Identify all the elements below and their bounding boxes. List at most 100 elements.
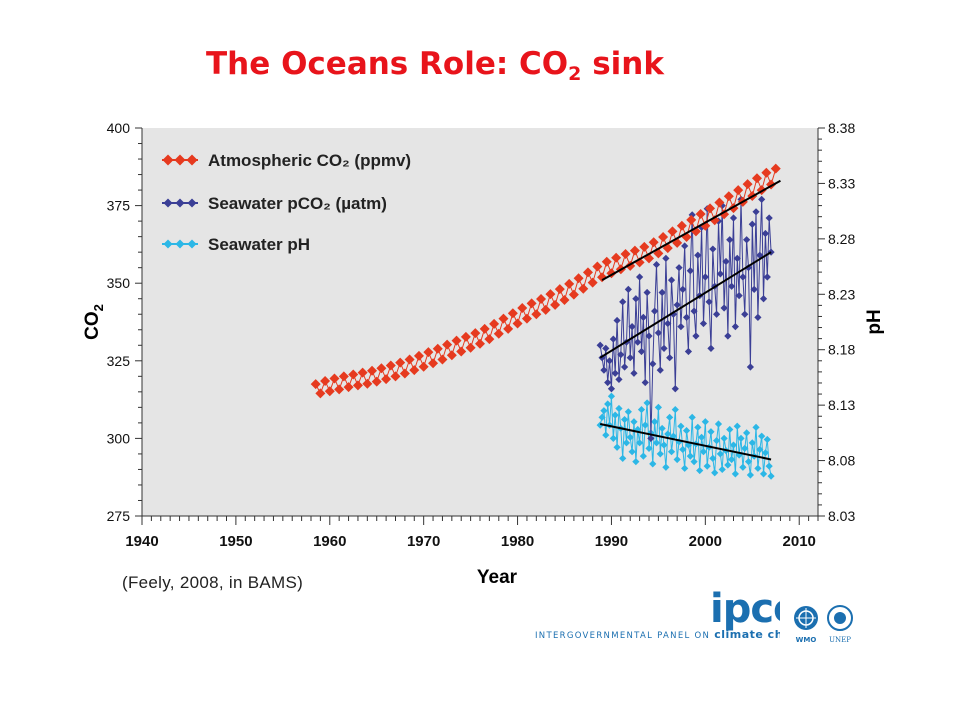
data-point-atmospheric-co2: [371, 376, 382, 387]
data-point-atmospheric-co2: [451, 335, 462, 346]
data-point-seawater-ph: [643, 399, 651, 407]
data-point-seawater-pco2: [746, 363, 754, 371]
data-point-seawater-ph: [660, 441, 668, 449]
trend-line-seawater-pco2: [599, 251, 772, 359]
data-point-seawater-pco2: [724, 332, 732, 340]
data-point-seawater-pco2: [705, 298, 713, 306]
legend-swatch-marker: [187, 198, 197, 208]
data-point-seawater-pco2: [739, 273, 747, 281]
data-point-seawater-ph: [729, 441, 738, 449]
data-point-seawater-ph: [718, 465, 726, 474]
data-point-seawater-pco2: [733, 254, 741, 262]
data-point-seawater-pco2: [761, 229, 770, 238]
data-point-seawater-pco2: [701, 273, 709, 281]
data-point-seawater-pco2: [611, 369, 619, 377]
data-point-seawater-pco2: [641, 378, 649, 387]
data-point-seawater-pco2: [729, 214, 738, 222]
data-point-seawater-pco2: [619, 298, 627, 306]
data-point-seawater-ph: [752, 423, 760, 431]
unep-label: UNEP: [829, 636, 851, 644]
data-point-seawater-ph: [686, 452, 694, 460]
data-point-atmospheric-co2: [329, 373, 340, 384]
y-axis-title-left: CO2: [82, 304, 106, 340]
data-point-atmospheric-co2: [503, 323, 514, 334]
slide-title: The Oceans Role: CO2 sink: [0, 46, 870, 85]
data-point-atmospheric-co2: [442, 339, 453, 350]
data-point-atmospheric-co2: [413, 350, 424, 361]
data-point-seawater-pco2: [681, 242, 689, 250]
data-point-atmospheric-co2: [320, 375, 331, 386]
data-point-atmospheric-co2: [418, 361, 429, 372]
data-point-seawater-ph: [626, 433, 634, 441]
data-point-atmospheric-co2: [639, 241, 650, 252]
title-subscript: 2: [568, 63, 582, 85]
data-point-atmospheric-co2: [545, 289, 556, 300]
data-point-seawater-ph: [746, 471, 754, 479]
data-point-seawater-pco2: [643, 288, 651, 297]
data-point-seawater-pco2: [688, 211, 696, 219]
data-point-atmospheric-co2: [742, 179, 753, 190]
data-point-seawater-pco2: [639, 313, 647, 321]
data-point-seawater-ph: [609, 434, 617, 442]
data-point-seawater-pco2: [684, 347, 693, 356]
title-end: sink: [581, 46, 664, 82]
y-axis-title-right: pH: [864, 309, 885, 334]
data-point-seawater-pco2: [677, 323, 685, 331]
data-point-seawater-ph: [673, 455, 681, 464]
y-left-tick-label: 350: [107, 275, 131, 291]
data-point-atmospheric-co2: [512, 318, 523, 329]
data-point-seawater-pco2: [647, 434, 655, 442]
partner-logos: WMO UNEP: [794, 605, 853, 644]
data-point-seawater-ph: [667, 448, 676, 456]
data-point-seawater-ph: [671, 405, 679, 414]
data-point-seawater-pco2: [763, 273, 771, 281]
wmo-label: WMO: [796, 636, 817, 644]
data-point-seawater-ph: [604, 400, 612, 408]
data-point-seawater-ph: [737, 434, 745, 442]
data-point-atmospheric-co2: [658, 231, 669, 242]
data-point-seawater-pco2: [735, 292, 743, 300]
x-tick-label: 1970: [407, 533, 440, 550]
legend-swatch-marker: [186, 154, 198, 166]
y-right-tick-label: 8.33: [828, 175, 855, 191]
x-tick-label: 1960: [313, 533, 346, 550]
data-point-seawater-pco2: [756, 251, 764, 259]
data-point-seawater-pco2: [673, 301, 681, 309]
data-point-atmospheric-co2: [385, 360, 396, 371]
data-point-atmospheric-co2: [644, 253, 654, 264]
data-point-seawater-ph: [641, 421, 649, 429]
data-point-atmospheric-co2: [582, 267, 593, 278]
data-point-seawater-ph: [713, 437, 721, 445]
data-point-seawater-pco2: [652, 260, 661, 269]
data-point-atmospheric-co2: [676, 220, 687, 231]
data-point-seawater-pco2: [716, 270, 724, 278]
series-seawater-pco2: [596, 195, 775, 442]
data-point-atmospheric-co2: [550, 299, 561, 310]
data-point-seawater-pco2: [604, 378, 612, 387]
data-point-seawater-ph: [658, 424, 666, 433]
data-point-atmospheric-co2: [399, 368, 410, 379]
data-point-atmospheric-co2: [352, 380, 363, 391]
data-point-seawater-ph: [696, 466, 704, 475]
data-point-atmospheric-co2: [423, 347, 434, 358]
data-point-seawater-ph: [758, 432, 766, 440]
data-point-seawater-pco2: [637, 347, 646, 356]
data-point-atmospheric-co2: [601, 256, 612, 267]
data-point-atmospheric-co2: [770, 163, 781, 174]
data-point-atmospheric-co2: [498, 313, 509, 324]
data-point-atmospheric-co2: [489, 318, 500, 329]
data-point-seawater-ph: [733, 422, 741, 430]
data-point-seawater-pco2: [651, 307, 659, 315]
data-point-seawater-pco2: [750, 285, 758, 294]
data-point-atmospheric-co2: [761, 167, 772, 178]
y-left-tick-label: 400: [107, 120, 131, 136]
ipcc-logo: ipcc INTERGOVERNMENTAL PANEL ON climate …: [535, 586, 780, 641]
data-point-seawater-ph: [694, 423, 702, 431]
legend-item-seawater-pco2: Seawater pCO₂ (µatm): [162, 194, 387, 213]
data-point-seawater-ph: [709, 454, 717, 462]
data-point-atmospheric-co2: [573, 273, 584, 284]
data-point-seawater-pco2: [649, 360, 657, 368]
y-right-tick-label: 8.23: [828, 286, 855, 302]
data-point-atmospheric-co2: [376, 363, 387, 374]
data-point-atmospheric-co2: [310, 379, 321, 390]
